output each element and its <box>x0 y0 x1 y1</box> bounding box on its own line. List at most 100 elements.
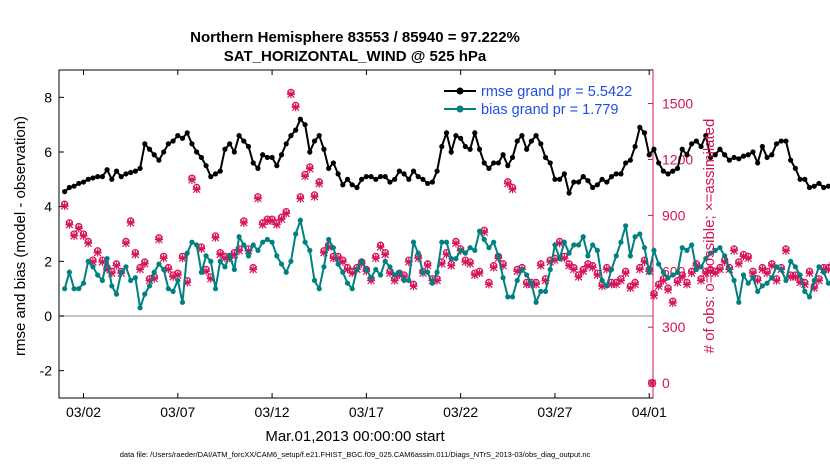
bias-point <box>462 250 468 256</box>
bias-point <box>236 234 242 240</box>
bias-point <box>269 239 275 245</box>
rmse-point <box>703 133 709 139</box>
obs-assimilated-marker <box>206 274 215 283</box>
rmse-point <box>802 176 808 182</box>
obs-assimilated-marker <box>272 220 281 229</box>
obs-assimilated-marker <box>560 254 569 263</box>
rmse-point <box>755 160 761 166</box>
rmse-point <box>175 133 181 139</box>
rmse-point <box>396 168 402 174</box>
bias-point <box>278 261 285 267</box>
bias-point <box>528 280 534 286</box>
obs-assimilated-marker <box>433 276 442 285</box>
bias-point <box>712 247 718 253</box>
bias-point <box>264 236 270 243</box>
bias-point <box>146 283 153 289</box>
obs-assimilated-marker <box>574 272 583 281</box>
obs-assimilated-marker <box>583 261 592 270</box>
rmse-point <box>227 141 233 147</box>
bias-point <box>175 277 181 284</box>
obs-assimilated-marker <box>447 261 456 270</box>
bias-point <box>698 264 704 270</box>
obs-assimilated-marker <box>569 265 578 274</box>
rmse-point <box>722 152 728 158</box>
bias-point <box>439 239 445 245</box>
bias-point <box>274 253 280 259</box>
rmse-point <box>198 154 204 161</box>
obs-assimilated-marker <box>258 220 267 229</box>
obs-assimilated-marker <box>748 269 757 278</box>
rmse-point <box>340 182 346 188</box>
x-tick-label: 03/17 <box>349 404 384 420</box>
bias-point <box>311 277 318 284</box>
obs-assimilated-marker <box>824 265 830 274</box>
rmse-point <box>170 138 176 144</box>
obs-assimilated-marker <box>376 243 385 252</box>
obs-assimilated-marker <box>84 239 93 248</box>
obs-assimilated-marker <box>734 259 743 268</box>
bias-point <box>731 277 737 284</box>
left-y-tick-label: 4 <box>44 199 52 215</box>
bias-point <box>208 258 214 264</box>
rmse-point <box>486 165 492 171</box>
obs-assimilated-marker <box>183 278 192 287</box>
left-y-tick-label: 8 <box>44 89 52 105</box>
rmse-point <box>811 183 817 189</box>
obs-assimilated-marker <box>244 246 253 255</box>
rmse-point <box>778 138 784 144</box>
rmse-point <box>132 168 138 174</box>
obs-assimilated-marker <box>404 257 413 266</box>
bias-point <box>806 294 813 300</box>
rmse-point <box>557 176 563 182</box>
bias-point <box>613 253 619 259</box>
obs-assimilated-marker <box>343 265 352 274</box>
rmse-point <box>311 138 318 144</box>
rmse-point <box>500 152 506 158</box>
bias-point <box>571 242 577 248</box>
obs-assimilated-marker <box>385 269 394 278</box>
obs-assimilated-marker <box>409 282 418 291</box>
obs-assimilated-marker <box>668 298 677 307</box>
bias-point <box>618 239 624 245</box>
rmse-point <box>566 190 572 196</box>
obs-assimilated-marker <box>814 276 823 285</box>
bias-point <box>557 256 563 262</box>
obs-assimilated-marker <box>522 280 531 289</box>
obs-assimilated-marker <box>480 228 489 237</box>
bias-point <box>109 283 115 289</box>
bias-point <box>170 288 176 294</box>
rmse-point <box>363 174 369 180</box>
rmse-point <box>533 133 539 139</box>
obs-assimilated-marker <box>60 202 69 211</box>
rmse-point <box>241 138 247 144</box>
bias-point <box>722 253 728 259</box>
bias-point <box>486 245 492 251</box>
bias-point <box>481 236 487 243</box>
bias-point <box>368 275 374 281</box>
bias-point <box>453 256 459 262</box>
bias-point <box>674 269 681 275</box>
rmse-point <box>764 154 770 161</box>
bias-series <box>62 216 830 311</box>
bias-point <box>231 266 237 273</box>
rmse-point <box>401 171 407 177</box>
bias-point <box>382 258 388 264</box>
bias-point <box>179 299 186 305</box>
rmse-point <box>641 130 648 136</box>
rmse-point <box>773 141 780 147</box>
rmse-point <box>637 124 643 130</box>
bias-point <box>132 275 138 281</box>
bias-point <box>524 272 530 278</box>
rmse-point <box>236 133 242 139</box>
bias-point <box>476 228 483 234</box>
rmse-point <box>212 171 219 177</box>
obs-assimilated-marker <box>739 252 748 261</box>
rmse-point <box>712 152 718 158</box>
rmse-point <box>448 149 454 155</box>
bias-point <box>821 269 827 275</box>
bias-point <box>495 253 501 259</box>
obs-assimilated-marker <box>555 239 564 248</box>
rmse-point <box>585 178 591 184</box>
rmse-point <box>293 127 299 133</box>
